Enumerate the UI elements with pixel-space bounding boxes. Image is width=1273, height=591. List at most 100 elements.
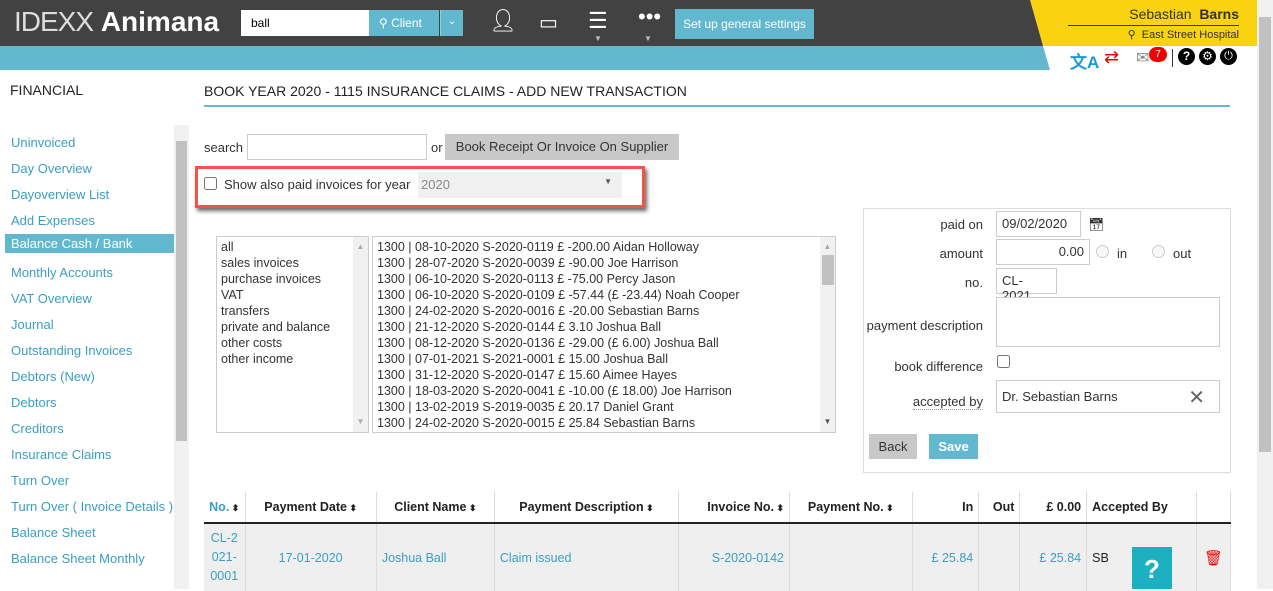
save-button[interactable]: Save xyxy=(929,434,978,459)
invoice-option[interactable]: 1300 | 07-01-2021 S-2021-0001 £ 15.00 Jo… xyxy=(377,352,668,366)
cell-invoice[interactable]: S-2020-0142 xyxy=(678,523,791,591)
sort-icon[interactable]: ⬍ xyxy=(773,503,785,513)
sidebar-item[interactable]: Balance Cash / Bank xyxy=(5,234,174,253)
no-input[interactable]: CL-2021 xyxy=(996,268,1057,303)
column-header: In xyxy=(912,492,980,524)
trash-icon[interactable]: 🗑︎ xyxy=(1196,523,1231,591)
out-radio[interactable] xyxy=(1152,245,1165,258)
mail-count-badge: 7 xyxy=(1149,47,1167,62)
calendar-icon[interactable]: ▭ xyxy=(539,12,558,34)
invoice-option[interactable]: 1300 | 28-07-2020 S-2020-0039 £ -90.00 J… xyxy=(377,256,679,270)
settings-icon[interactable]: ⚙ xyxy=(1199,48,1216,65)
invoice-search-input[interactable] xyxy=(247,134,427,160)
mail-icon[interactable]: ✉ xyxy=(1136,50,1150,67)
search-icon: ⚲ xyxy=(379,16,388,30)
invoice-option[interactable]: 1300 | 24-02-2020 S-2020-0015 £ 25.84 Se… xyxy=(377,416,696,430)
highlight-box xyxy=(195,166,645,208)
year-select[interactable]: 2020 ▼ xyxy=(418,172,622,198)
invoice-option[interactable]: 1300 | 08-10-2020 S-2020-0119 £ -200.00 … xyxy=(377,240,699,254)
logo[interactable]: IDEXX Animana xyxy=(14,6,220,37)
setup-general-settings-button[interactable]: Set up general settings xyxy=(675,9,814,39)
sidebar-item[interactable]: Journal xyxy=(11,317,54,332)
sort-icon[interactable]: ⬍ xyxy=(883,503,894,513)
sort-icon[interactable]: ⬍ xyxy=(229,503,240,513)
power-icon[interactable]: ⏻ xyxy=(1220,48,1237,65)
sidebar-item[interactable]: Dayoverview List xyxy=(11,187,110,202)
category-option[interactable]: sales invoices xyxy=(221,256,299,270)
category-option[interactable]: other costs xyxy=(221,336,283,350)
accepted-by-select[interactable]: Dr. Sebastian Barns ✕ xyxy=(996,380,1220,413)
calendar-icon[interactable]: 📅︎ xyxy=(1088,217,1105,232)
amount-input[interactable]: 0.00 xyxy=(996,239,1090,265)
column-header[interactable]: No. ⬍ xyxy=(204,492,246,524)
payment-description-textarea[interactable] xyxy=(996,297,1220,347)
more-icon[interactable]: ••• xyxy=(638,4,662,29)
sort-icon[interactable]: ⬍ xyxy=(466,503,477,513)
invoice-option[interactable]: 1300 | 31-12-2020 S-2020-0147 £ 15.60 Ai… xyxy=(377,368,677,382)
sidebar-item[interactable]: Debtors xyxy=(11,395,57,410)
invoice-option[interactable]: 1300 | 13-02-2019 S-2019-0035 £ 20.17 Da… xyxy=(377,400,674,414)
help-icon[interactable]: ? xyxy=(1178,48,1195,65)
sort-icon[interactable]: ⬍ xyxy=(346,503,358,513)
category-list[interactable]: all sales invoices purchase invoices VAT tra… xyxy=(216,236,369,433)
sidebar-item[interactable]: Outstanding Invoices xyxy=(11,343,133,358)
sidebar-item[interactable]: Uninvoiced xyxy=(11,135,76,150)
invoice-option[interactable]: 1300 | 24-02-2020 S-2020-0016 £ -20.00 S… xyxy=(377,304,700,318)
cell-no[interactable]: CL-2021-0001 xyxy=(204,523,246,591)
column-header[interactable]: Invoice No. ⬍ xyxy=(678,492,791,524)
sidebar-item[interactable]: Add Expenses xyxy=(11,213,95,228)
caret-down-icon: ▼ xyxy=(594,34,602,43)
column-header[interactable]: Payment Date ⬍ xyxy=(245,492,377,524)
invoice-option[interactable]: 1300 | 08-12-2020 S-2020-0136 £ -29.00 (… xyxy=(377,336,719,350)
translate-icon[interactable]: 文A xyxy=(1070,53,1100,72)
category-option[interactable]: VAT xyxy=(221,288,244,302)
sidebar-item[interactable]: Balance Sheet Monthly xyxy=(11,551,145,566)
user-name[interactable]: Sebastian Barns xyxy=(1068,6,1239,26)
divider xyxy=(1172,49,1173,67)
invoice-list[interactable]: 1300 | 08-10-2020 S-2020-0119 £ -200.00 … xyxy=(372,236,836,433)
category-option[interactable]: all xyxy=(221,240,234,254)
client-search-button[interactable]: ⚲ Client xyxy=(369,10,439,36)
back-button[interactable]: Back xyxy=(869,434,917,459)
category-option[interactable]: private and balance xyxy=(221,320,331,334)
cell-client[interactable]: Joshua Ball xyxy=(376,523,495,591)
paid-on-input[interactable]: 09/02/2020 xyxy=(996,211,1081,237)
category-option[interactable]: other income xyxy=(221,352,294,366)
column-header[interactable]: Client Name ⬍ xyxy=(376,492,495,524)
sidebar-item[interactable]: Turn Over ( Invoice Details ) xyxy=(11,499,174,514)
chevron-down-icon[interactable]: ⌄ xyxy=(440,10,463,36)
column-header[interactable]: Payment No. ⬍ xyxy=(789,492,913,524)
page-scrollbar[interactable] xyxy=(1257,0,1273,589)
client-search-input[interactable] xyxy=(241,10,369,36)
help-button[interactable]: ? xyxy=(1132,547,1172,589)
invoice-option[interactable]: 1300 | 21-12-2020 S-2020-0144 £ 3.10 Jos… xyxy=(377,320,662,334)
in-radio[interactable] xyxy=(1096,245,1109,258)
sidebar-item[interactable]: Day Overview xyxy=(11,161,92,176)
sidebar-item[interactable]: VAT Overview xyxy=(11,291,92,306)
sidebar-item[interactable]: Insurance Claims xyxy=(11,447,112,462)
book-difference-checkbox[interactable] xyxy=(997,355,1010,368)
invoice-option[interactable]: 1300 | 06-10-2020 S-2020-0113 £ -75.00 P… xyxy=(377,272,676,286)
sidebar-item[interactable]: Balance Sheet xyxy=(11,525,96,540)
switch-icon[interactable]: ⇄ xyxy=(1104,47,1120,67)
invoice-option[interactable]: 1300 | 18-03-2020 S-2020-0041 £ -10.00 (… xyxy=(377,384,732,398)
category-option[interactable]: transfers xyxy=(221,304,270,318)
category-option[interactable]: purchase invoices xyxy=(221,272,322,286)
sidebar-item[interactable]: Monthly Accounts xyxy=(11,265,113,280)
sidebar-item[interactable]: Turn Over xyxy=(11,473,70,488)
sort-icon[interactable]: ⬍ xyxy=(643,503,654,513)
invoice-option[interactable]: 1300 | 06-10-2020 S-2020-0109 £ -57.44 (… xyxy=(377,288,740,302)
column-header[interactable]: Payment Description ⬍ xyxy=(494,492,679,524)
add-client-icon[interactable]: 👤︎ xyxy=(489,8,517,33)
cell-in: £ 25.84 xyxy=(912,523,980,591)
sidebar-item[interactable]: Debtors (New) xyxy=(11,369,95,384)
cell-description[interactable]: Claim issued xyxy=(494,523,679,591)
sidebar-item[interactable]: Creditors xyxy=(11,421,64,436)
show-paid-checkbox[interactable] xyxy=(204,177,217,190)
clear-icon[interactable]: ✕ xyxy=(1188,387,1205,409)
location[interactable]: ⚲ East Street Hospital xyxy=(1127,29,1239,41)
sidebar-scrollbar[interactable] xyxy=(174,125,189,589)
list-icon[interactable]: ☰ xyxy=(588,8,608,33)
table-row[interactable]: CL-2021-0001 17-01-2020 Joshua Ball Clai… xyxy=(204,523,1231,591)
book-receipt-button[interactable]: Book Receipt Or Invoice On Supplier xyxy=(445,134,679,160)
